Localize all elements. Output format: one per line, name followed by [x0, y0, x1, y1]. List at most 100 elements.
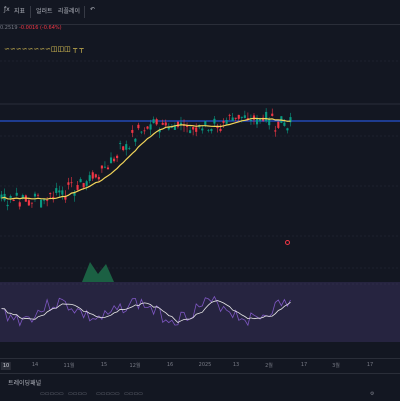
candle-body [46, 200, 49, 202]
candle-body [119, 143, 122, 144]
candle-body [185, 125, 189, 127]
candle-body [27, 200, 30, 206]
candle-body [222, 121, 225, 123]
candle-body [79, 179, 82, 183]
candle-body [243, 115, 246, 118]
candle-body [228, 114, 231, 116]
price-chart[interactable]: ∽∽∽∽∽∽∽∽◫◫◫ ┬ ┬ [0, 36, 400, 358]
bottom-panel: 트레이딩패널 ▭▭▭▭▭ ▭▭▭▭ ▭▭▭▭▭ ▭▭▭▭ ⚙ [0, 373, 400, 401]
panel-item[interactable]: ▭▭▭▭▭ [40, 391, 64, 397]
time-axis: 10 14 11월 15 12월 16 2025 13 2월 17 3월 17 [0, 358, 400, 373]
candle-body [58, 190, 61, 193]
candle-body [67, 182, 70, 185]
candle-body [128, 148, 131, 150]
time-label: 2월 [265, 363, 273, 369]
candle-body [164, 122, 167, 126]
candle-body [30, 202, 34, 204]
candle-body [100, 165, 103, 169]
candle-body [137, 124, 140, 129]
time-label: 15 [100, 362, 108, 368]
candle-body [246, 118, 249, 120]
candles [0, 108, 292, 211]
panel-item[interactable]: ▭▭▭▭ [124, 391, 143, 397]
candle-body [234, 117, 237, 119]
price-legend: 0.2519 -0.0016 (-0.64%) [0, 25, 62, 35]
indicator-row: ∽∽∽∽∽∽∽∽◫◫◫ ┬ ┬ [4, 45, 84, 53]
candle-body [219, 128, 222, 131]
candle-body [213, 118, 216, 124]
undo-icon[interactable]: ↶ [90, 6, 96, 13]
candle-body [39, 199, 43, 208]
candle-body [131, 129, 134, 133]
panel-item[interactable]: ▭▭▭▭ [68, 391, 87, 397]
candle-body [64, 196, 67, 200]
legend-value: 0.2519 [0, 25, 18, 31]
candle-body [167, 126, 170, 130]
candle-body [73, 192, 76, 196]
candle-body [91, 172, 94, 179]
candle-body [140, 131, 143, 133]
oscillator-signal [1, 300, 291, 323]
candle-body [240, 116, 243, 118]
panel-item[interactable]: ▭▭▭▭▭ [96, 391, 120, 397]
candle-body [36, 194, 40, 196]
candle-body [6, 204, 9, 207]
candle-body [103, 166, 107, 168]
oscillator-line [1, 295, 291, 327]
candle-body [237, 114, 240, 119]
candle-body [0, 194, 3, 199]
candle-body [286, 128, 289, 131]
top-toolbar: ƒx 지표 얼러트 리플레이 ↶ [0, 0, 400, 25]
gridlines [0, 60, 400, 285]
candle-body [204, 120, 207, 125]
candle-body [271, 113, 274, 116]
candle-body [21, 195, 24, 198]
candle-body [274, 130, 277, 132]
candle-body [97, 177, 100, 180]
time-label: 11월 [63, 363, 75, 369]
candle-body [249, 119, 253, 121]
oscillator-pane [0, 282, 400, 342]
candle-body [201, 128, 204, 131]
candle-body [94, 174, 97, 178]
moving-average-line [1, 117, 291, 200]
candle-body [18, 202, 21, 207]
candle-body [155, 119, 158, 125]
candle-body [255, 118, 259, 125]
candle-body [109, 157, 113, 164]
candle-body [195, 127, 198, 132]
candle-body [170, 126, 173, 128]
candle-body [283, 122, 286, 126]
candle-body [210, 129, 213, 132]
candle-body [61, 190, 64, 195]
candle-body [149, 124, 152, 130]
candle-body [192, 127, 195, 130]
trading-panel-tab[interactable]: 트레이딩패널 [8, 380, 42, 387]
indicators-button[interactable]: 지표 [14, 8, 26, 15]
panel-item[interactable]: ⚙ [370, 391, 375, 397]
oscillator-peak [82, 262, 114, 282]
time-label: 16 [166, 362, 174, 368]
time-label: 13 [232, 362, 240, 368]
candle-body [88, 175, 91, 181]
toolbar-divider [30, 6, 31, 18]
candle-body [33, 193, 37, 197]
replay-button[interactable]: 리플레이 [58, 8, 81, 15]
candle-body [258, 118, 262, 122]
time-label: 10 [0, 362, 12, 370]
time-label: 3월 [332, 363, 340, 369]
candle-body [55, 188, 58, 193]
candle-body [161, 122, 164, 125]
candle-body [143, 130, 146, 132]
candle-body [146, 126, 149, 129]
chart-marker-icon[interactable] [285, 240, 290, 245]
candle-body [12, 199, 15, 202]
candle-body [112, 158, 116, 162]
indicator-icon[interactable]: ƒx [4, 6, 10, 13]
time-label: 17 [300, 362, 308, 368]
candle-body [158, 129, 161, 133]
alert-button[interactable]: 얼러트 [36, 8, 53, 15]
candle-body [82, 183, 85, 188]
candle-body [268, 118, 271, 126]
candle-body [106, 167, 110, 170]
